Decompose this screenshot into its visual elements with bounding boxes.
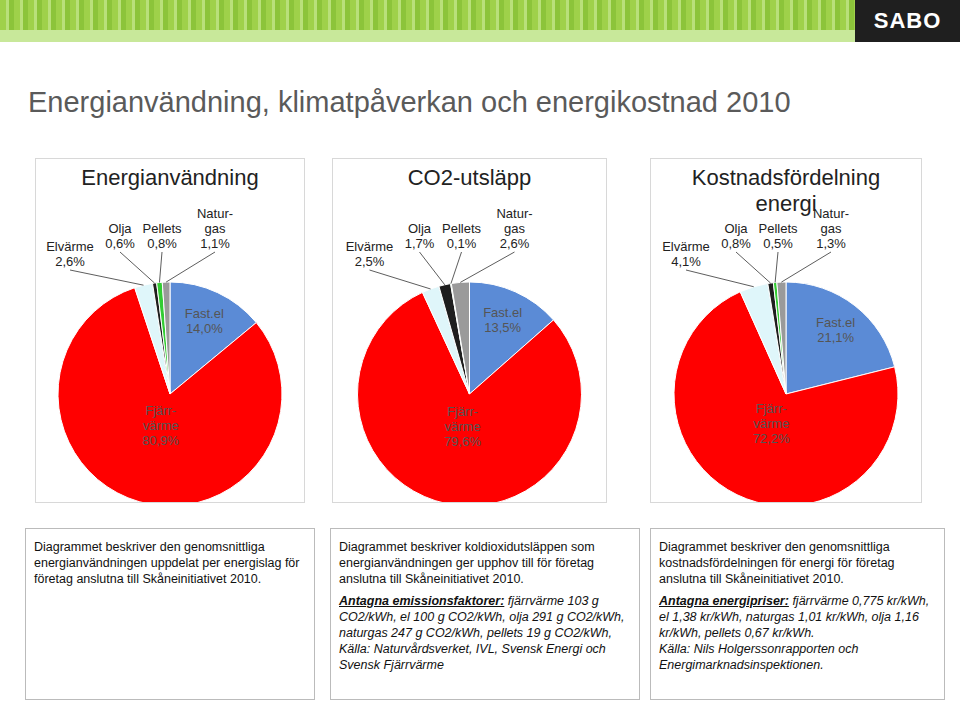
- svg-text:Olja0,8%: Olja0,8%: [721, 221, 751, 251]
- svg-text:Natur-gas2,6%: Natur-gas2,6%: [496, 206, 532, 251]
- svg-text:Olja1,7%: Olja1,7%: [405, 221, 435, 251]
- svg-text:Elvärme2,6%: Elvärme2,6%: [46, 239, 94, 269]
- svg-text:Fast.el21,1%: Fast.el21,1%: [816, 315, 855, 345]
- svg-text:Natur-gas1,3%: Natur-gas1,3%: [813, 206, 849, 251]
- html-text:Diagrammet beskriver den genom: Diagrammet beskriver den genomsnittliga …: [659, 540, 895, 586]
- html-text:SABO: SABO: [873, 8, 942, 33]
- html-text:Energianvändning: Energianvändning: [81, 165, 259, 190]
- html-text:Kostnadsfördelning energi: Kostnadsfördelning energi: [691, 165, 881, 216]
- html-text:Energianvändning, klimatpåverk: Energianvändning, klimatpåverkan och ene…: [28, 86, 791, 118]
- html-text:Antagna energipriser: fjärrvär: Antagna energipriser: fjärrvärme 0,775 k…: [659, 594, 930, 672]
- svg-text:Pellets0,1%: Pellets0,1%: [442, 221, 482, 251]
- svg-text:Olja0,6%: Olja0,6%: [105, 221, 135, 251]
- svg-text:Natur-gas1,1%: Natur-gas1,1%: [197, 206, 233, 251]
- html-text:Diagrammet beskriver den genom: Diagrammet beskriver den genomsnittliga …: [34, 540, 300, 586]
- html-text:CO2-utsläpp: CO2-utsläpp: [407, 165, 532, 190]
- svg-text:Elvärme4,1%: Elvärme4,1%: [662, 239, 710, 269]
- svg-text:Fjärr-värme79,6%: Fjärr-värme79,6%: [444, 404, 481, 449]
- html-text:Antagna emissionsfaktorer: fjä: Antagna emissionsfaktorer: fjärrvärme 10…: [339, 594, 625, 672]
- svg-text:Elvärme2,5%: Elvärme2,5%: [346, 239, 394, 269]
- svg-text:Pellets0,5%: Pellets0,5%: [758, 221, 798, 251]
- html-text:Diagrammet beskriver koldioxid: Diagrammet beskriver koldioxidutsläppen …: [339, 540, 595, 586]
- svg-text:Fast.el14,0%: Fast.el14,0%: [185, 306, 224, 336]
- svg-text:Pellets0,8%: Pellets0,8%: [142, 221, 182, 251]
- svg-text:Fast.el13,5%: Fast.el13,5%: [483, 305, 522, 335]
- svg-text:Fjärr-värme80,9%: Fjärr-värme80,9%: [142, 403, 179, 448]
- svg-text:Fjärr-värme72,2%: Fjärr-värme72,2%: [753, 401, 790, 446]
